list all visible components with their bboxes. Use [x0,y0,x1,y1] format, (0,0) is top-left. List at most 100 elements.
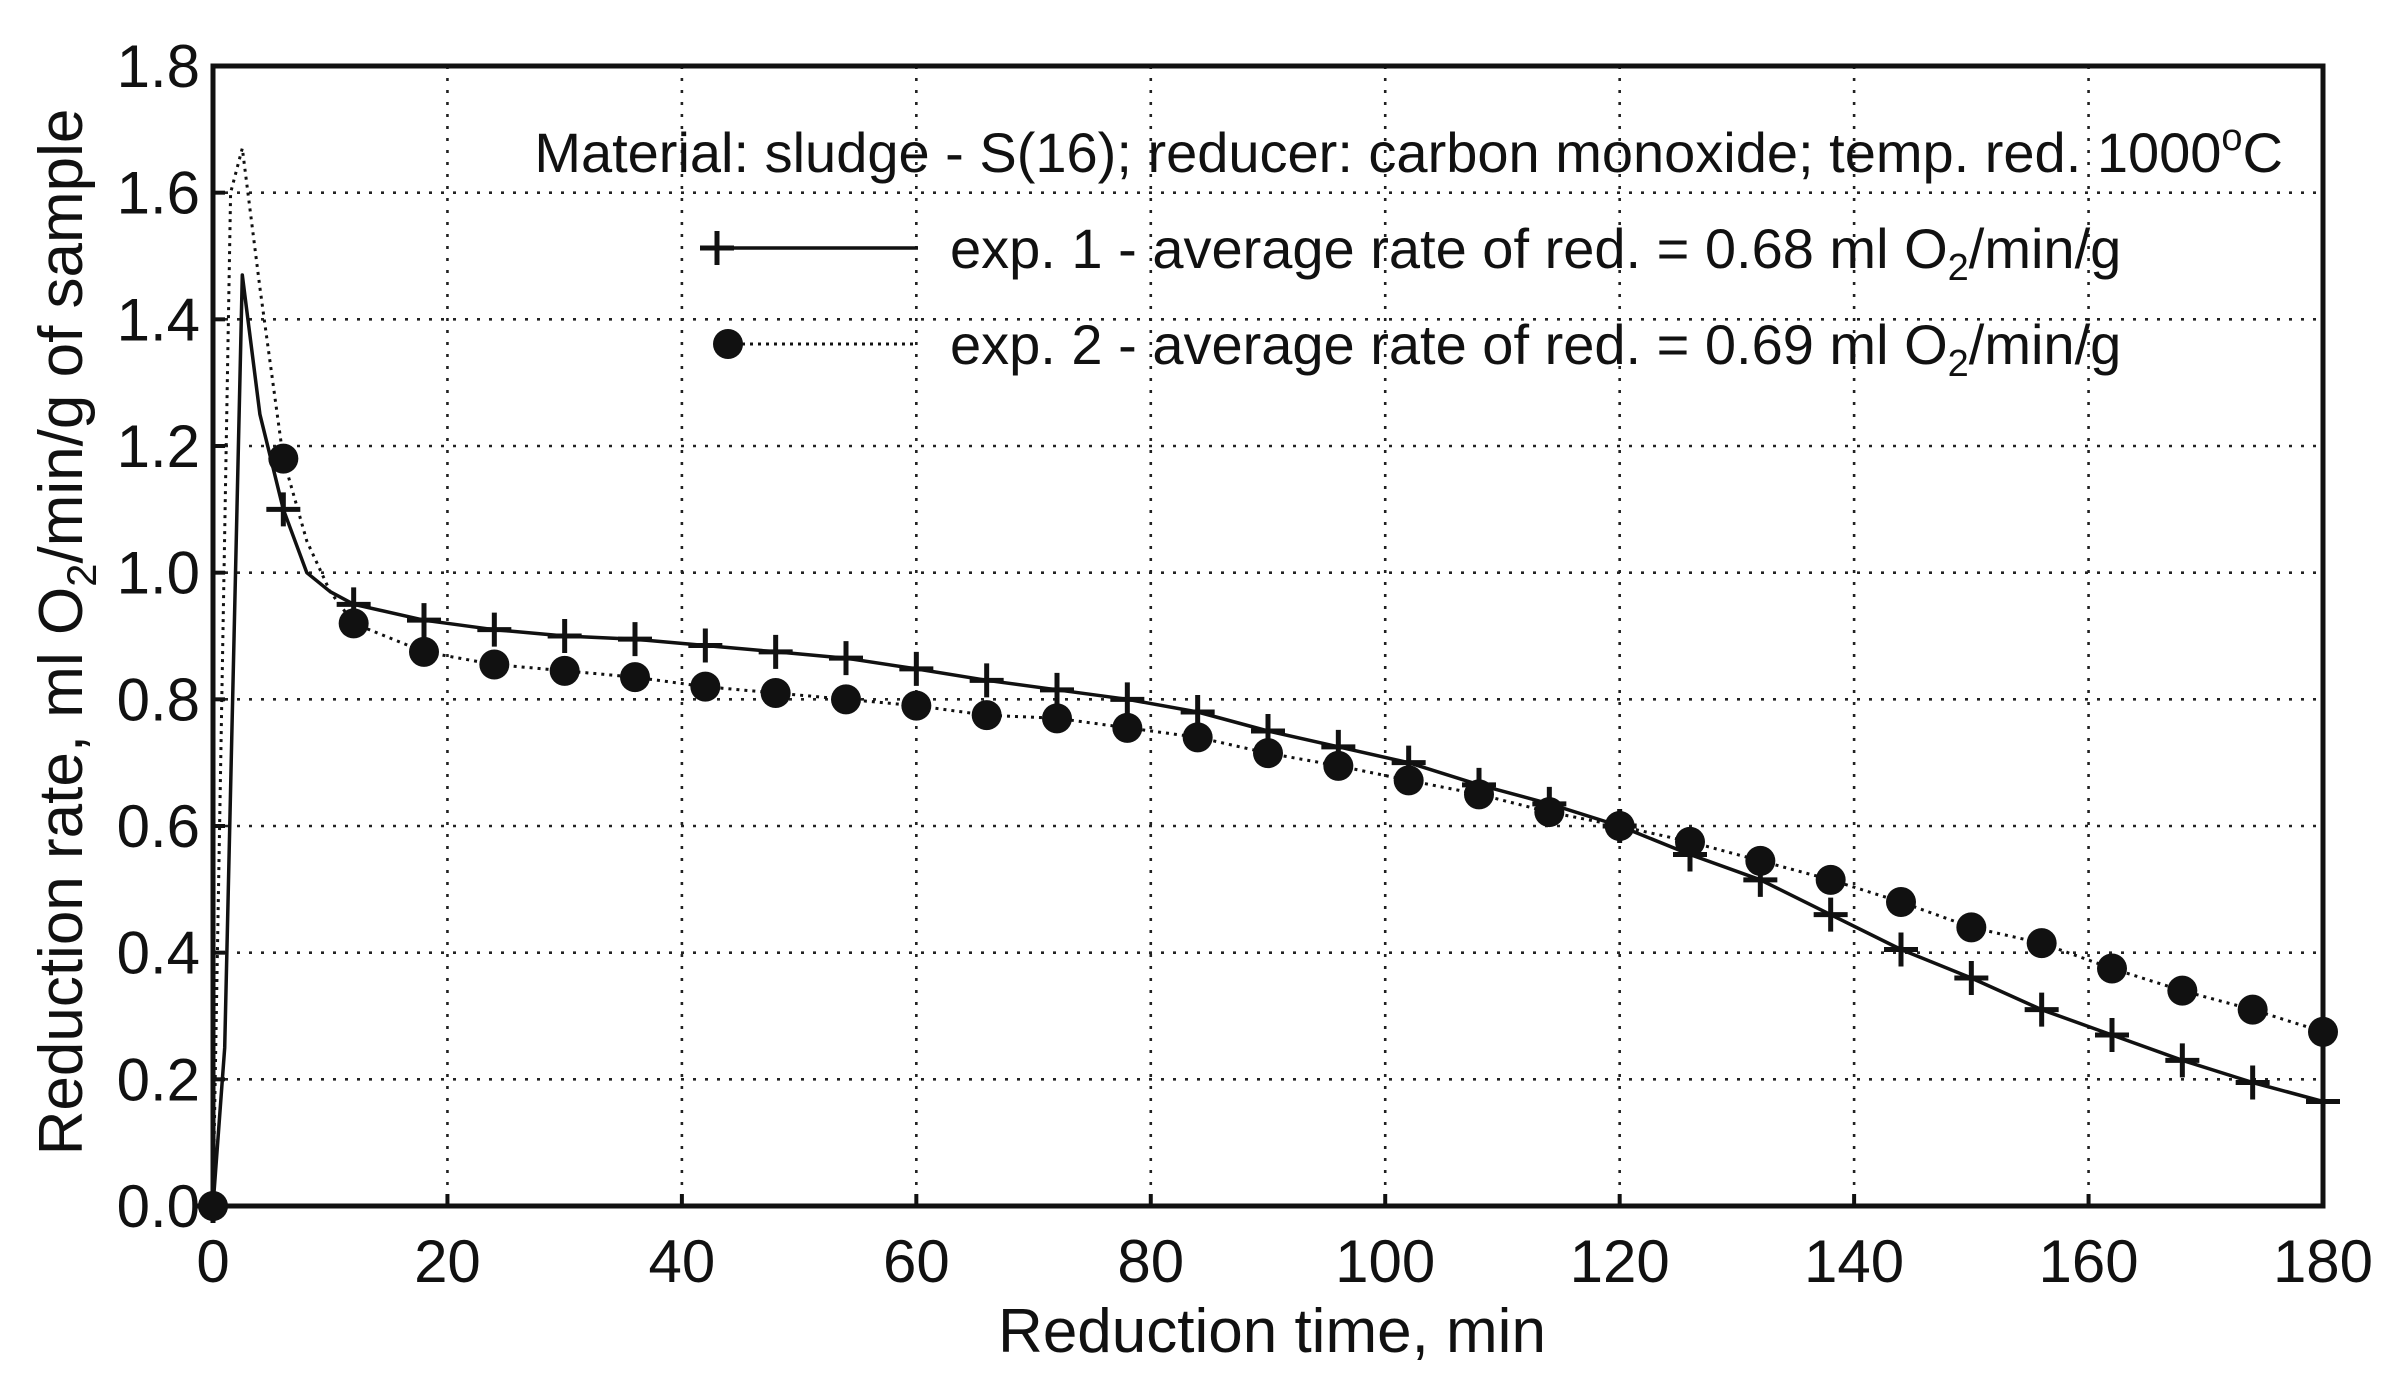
legend-label-exp1-main: exp. 1 - average rate of red. = 0.68 ml … [950,217,1948,280]
ticks: 0 20 40 60 80 100 120 140 160 180 0.0 0.2 0.4 0.6 0.8 1… [117,33,2373,1295]
data-point-exp2 [1182,722,1213,753]
data-point-exp2 [1675,826,1705,857]
data-point-exp2 [1956,912,1987,943]
data-point-exp2 [409,636,439,667]
data-point-exp1 [829,641,863,676]
data-point-exp1 [969,663,1004,698]
annotation-superscript: o [2221,117,2242,159]
x-tick-label: 0 [196,1228,229,1295]
legend-item-exp2: exp. 2 - average rate of red. = 0.69 ml … [713,313,2121,385]
y-tick-label: 0.4 [117,920,200,987]
x-tick-label: 20 [414,1228,481,1295]
legend-marker-circle-icon [713,329,743,359]
data-point-exp2 [549,655,580,686]
data-point-exp1 [1110,682,1145,717]
legend: exp. 1 - average rate of red. = 0.68 ml … [700,217,2121,385]
data-point-exp2 [1604,811,1635,841]
x-tick-label: 60 [883,1228,950,1295]
x-tick-label: 40 [649,1228,716,1295]
data-point-exp1 [2095,1018,2129,1052]
data-point-exp1 [407,603,441,638]
data-point-exp1 [1954,961,1989,995]
data-point-exp1 [1884,932,1918,967]
data-point-exp1 [266,492,301,527]
data-point-exp1 [1040,672,1074,707]
x-tick-label: 80 [1117,1228,1184,1295]
data-point-exp2 [1323,750,1354,781]
data-point-exp2 [901,690,932,721]
data-point-exp1 [477,612,512,647]
y-tick-label: 0.8 [117,666,200,733]
legend-label-exp1-tail: /min/g [1969,217,2122,280]
legend-marker-plus-icon [700,231,734,265]
data-point-exp2 [1534,797,1565,828]
data-point-exp2 [690,671,721,702]
annotation-text: Material: sludge - S(16); reducer: carbo… [534,117,2283,184]
x-tick-label: 140 [1804,1228,1904,1295]
data-point-exp2 [479,649,510,680]
data-point-exp2 [2237,994,2268,1025]
annotation-tail: C [2243,121,2283,184]
legend-label-exp2: exp. 2 - average rate of red. = 0.69 ml … [950,313,2121,385]
data-point-exp1 [758,634,793,669]
data-point-exp2 [1886,887,1916,917]
data-point-exp2 [1745,845,1776,876]
y-tick-label: 0.2 [117,1046,200,1113]
data-point-exp2 [2026,928,2057,959]
data-point-exp2 [1042,703,1072,734]
legend-label-exp2-main: exp. 2 - average rate of red. = 0.69 ml … [950,313,1948,376]
series-line-exp2 [211,146,2324,1207]
y-tick-label: 0.6 [117,793,200,860]
data-point-exp1 [2235,1065,2270,1100]
series-exp2 [198,146,2338,1221]
y-axis-label-subscript: 2 [58,563,105,586]
legend-label-exp1: exp. 1 - average rate of red. = 0.68 ml … [950,217,2121,289]
data-point-exp2 [1815,864,1846,895]
y-tick-label: 1.8 [117,33,200,100]
x-tick-label: 100 [1335,1228,1435,1295]
legend-label-exp2-subscript: 2 [1948,343,1969,385]
data-point-exp2 [1393,765,1424,796]
data-point-exp1 [2024,992,2059,1027]
y-tick-label: 1.2 [117,413,200,480]
legend-label-exp2-tail: /min/g [1969,313,2122,376]
data-point-exp2 [971,700,1002,731]
data-point-exp1 [688,628,723,663]
y-axis-label-main: Reduction rate, ml O [27,587,96,1156]
data-point-exp2 [1253,738,1283,769]
y-tick-label: 1.4 [117,286,200,353]
series-line-exp1 [211,273,2324,1207]
plot-frame [210,63,2326,1209]
legend-label-exp1-subscript: 2 [1948,247,1969,289]
series-group [196,146,2340,1223]
y-tick-label: 0.0 [117,1173,200,1240]
data-point-exp1 [899,651,934,686]
y-tick-label: 1.6 [117,160,200,227]
data-point-exp1 [2165,1043,2200,1078]
y-axis-label: Reduction rate, ml O2/min/g of sample [27,109,105,1156]
data-point-exp2 [831,684,861,715]
annotation-main: Material: sludge - S(16); reducer: carbo… [534,121,2221,184]
data-point-exp1 [618,622,652,657]
data-point-exp2 [620,662,650,693]
data-point-exp2 [2097,953,2127,984]
legend-item-exp1: exp. 1 - average rate of red. = 0.68 ml … [700,217,2121,289]
data-point-exp2 [268,443,299,474]
data-point-exp2 [338,608,369,639]
x-tick-label: 160 [2039,1228,2139,1295]
x-tick-label: 120 [1570,1228,1670,1295]
data-point-exp1 [547,619,582,653]
data-point-exp2 [1112,712,1143,743]
y-tick-label: 1.0 [117,540,200,607]
x-axis-label: Reduction time, min [998,1297,1546,1366]
data-point-exp2 [760,678,791,708]
data-point-exp1 [1813,897,1848,932]
y-axis-label-tail: /min/g of sample [27,109,96,564]
grid [213,66,2323,1206]
x-tick-label: 180 [2273,1228,2373,1295]
data-point-exp2 [2167,975,2198,1006]
data-point-exp2 [1464,779,1494,810]
